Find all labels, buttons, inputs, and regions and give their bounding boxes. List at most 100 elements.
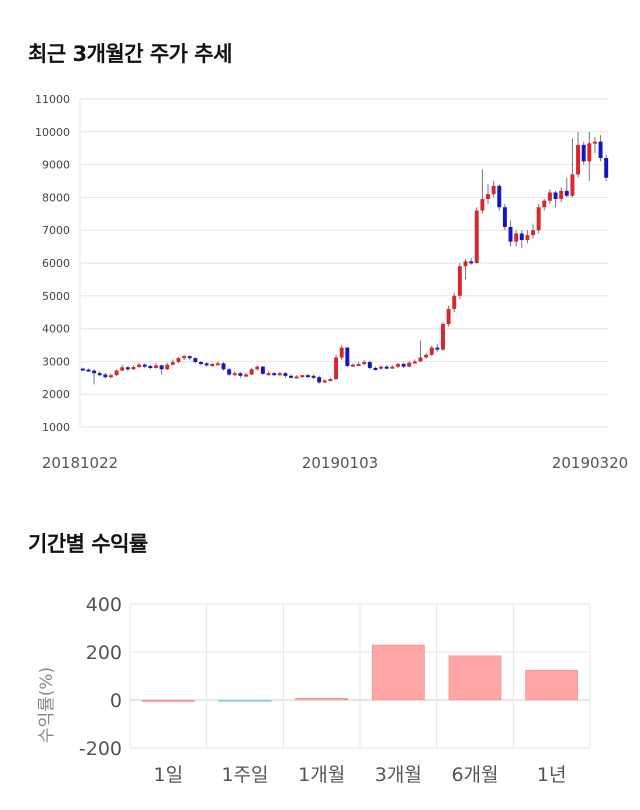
candle-body [108,375,113,378]
returns-bar-chart: 400 200 0 -200 1일 1주일 1개월 3개월 6개월 1년 수익률(%) [37,594,591,786]
candle [452,292,457,313]
candle-body [328,379,333,382]
candle-body [142,364,147,367]
candle [373,366,378,371]
candle [322,379,327,384]
candle [401,362,406,368]
candle [367,360,372,370]
candle [345,346,350,368]
candle [474,207,479,264]
candle-body [92,370,97,374]
candle-body [170,362,175,365]
candle-x-tick-label: 20190103 [302,454,378,472]
candle-body [508,226,513,242]
candle-y-tick-label: 8000 [42,191,70,204]
candle-body [210,364,215,367]
candle-x-tick-label: 20181022 [42,454,118,472]
returns-y-axis-label: 수익률(%) [37,667,57,743]
candle-body [474,210,479,263]
candle [519,230,524,249]
candle-body [339,347,344,358]
candle-body [204,363,209,366]
candle [154,363,158,369]
candle-body [486,194,490,200]
return-bar [218,699,272,702]
candle [193,357,198,364]
candle-body [165,364,170,370]
candle [182,354,187,361]
candle [542,199,547,211]
candle-body [429,347,434,355]
candle-body [199,362,203,365]
candle-body [289,375,294,378]
candle-y-ticks: 1000 2000 3000 4000 5000 6000 7000 8000 9000 1000… [35,93,70,434]
candle [570,138,575,198]
candle [441,322,445,351]
candle-body [255,366,260,370]
candle-body [570,174,575,196]
bar-y-ticks: 400 200 0 -200 [79,594,122,760]
candle-body [249,369,254,375]
candle-body [137,364,142,367]
candle-y-tick-label: 10000 [35,126,70,139]
candle-body [97,373,102,376]
candle [384,365,389,370]
candle [125,365,130,372]
candle-body [542,200,547,208]
return-bar [448,655,502,701]
candle [457,263,462,300]
candle-body [576,144,581,175]
candle-body [266,373,271,376]
candle-body [120,367,125,371]
candle [238,371,243,378]
candle [604,154,609,181]
candle-body [502,207,507,227]
candle [170,359,175,366]
candle-body [553,192,558,200]
candle [407,361,412,368]
candle [497,184,502,211]
candle [142,363,147,368]
candle-body [322,380,327,383]
candle [581,141,586,165]
candle-body [193,358,198,363]
candle-x-ticks: 20181022 20190103 20190320 [42,454,628,472]
candle-body [514,233,519,242]
candle-body [362,362,367,365]
candle-body [407,362,412,367]
candle [232,371,237,376]
candle-body [435,347,440,350]
candle-x-tick-label: 20190320 [552,454,628,472]
candle-body [604,158,609,178]
candle-body [441,324,445,350]
candle-body [497,185,502,208]
candle [215,361,220,366]
candle [210,362,215,367]
candle-body [564,190,569,196]
candle-body [272,373,277,376]
candle-body [469,261,474,264]
candle [547,189,552,204]
candle-y-tick-label: 7000 [42,224,70,237]
candle [260,365,265,375]
candle [564,177,569,198]
candle-y-tick-label: 3000 [42,355,70,368]
candle-body [187,356,192,359]
candle-body [367,362,372,368]
candle [418,340,423,363]
candle [97,371,102,376]
candle-body [559,190,564,200]
bar-x-ticks: 1일 1주일 1개월 3개월 6개월 1년 [154,764,567,786]
candle-body [547,192,552,201]
candle-body [232,373,237,376]
candle [480,169,485,214]
candle [244,372,248,378]
candle-body [305,375,310,378]
candle-y-tick-label: 1000 [42,421,70,434]
candle-body [491,185,496,195]
return-bar [141,699,195,702]
candle [536,203,541,234]
candle-body [390,366,395,369]
candle-body [125,367,130,370]
candle-body [80,368,85,371]
